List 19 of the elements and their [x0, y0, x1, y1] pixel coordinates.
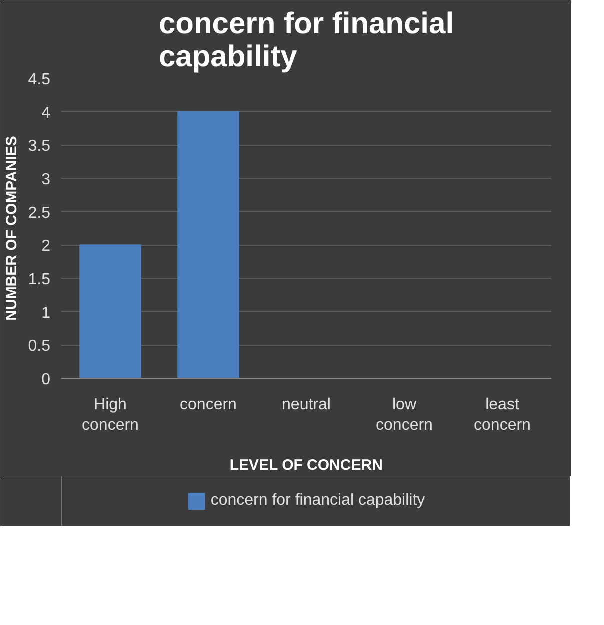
x-tick-label: High concern: [82, 396, 139, 434]
y-axis-title: NUMBER OF COMPANIES: [3, 136, 20, 321]
x-tick-label: neutral: [282, 396, 331, 414]
x-tick-label: low concern: [376, 396, 433, 434]
y-tick-label: 3: [42, 172, 51, 188]
y-tick-label: 2: [42, 238, 51, 256]
y-tick-label: 4.5: [28, 72, 51, 88]
y-tick-label: 1.5: [28, 272, 51, 288]
chart-title: concern for financial capability: [158, 8, 454, 74]
y-tick-label: 0: [42, 372, 51, 388]
x-tick-label: concern: [180, 396, 237, 414]
y-tick-label: 2.5: [28, 204, 51, 222]
y-tick-label: 4: [42, 104, 51, 122]
y-tick-label: 0.5: [28, 338, 51, 356]
legend-label: concern for financial capability: [210, 492, 426, 510]
y-tick-label: 3.5: [28, 138, 51, 156]
x-tick-label: least concern: [474, 396, 531, 434]
x-axis-title: LEVEL OF CONCERN: [230, 456, 383, 474]
y-tick-label: 1: [42, 304, 51, 322]
